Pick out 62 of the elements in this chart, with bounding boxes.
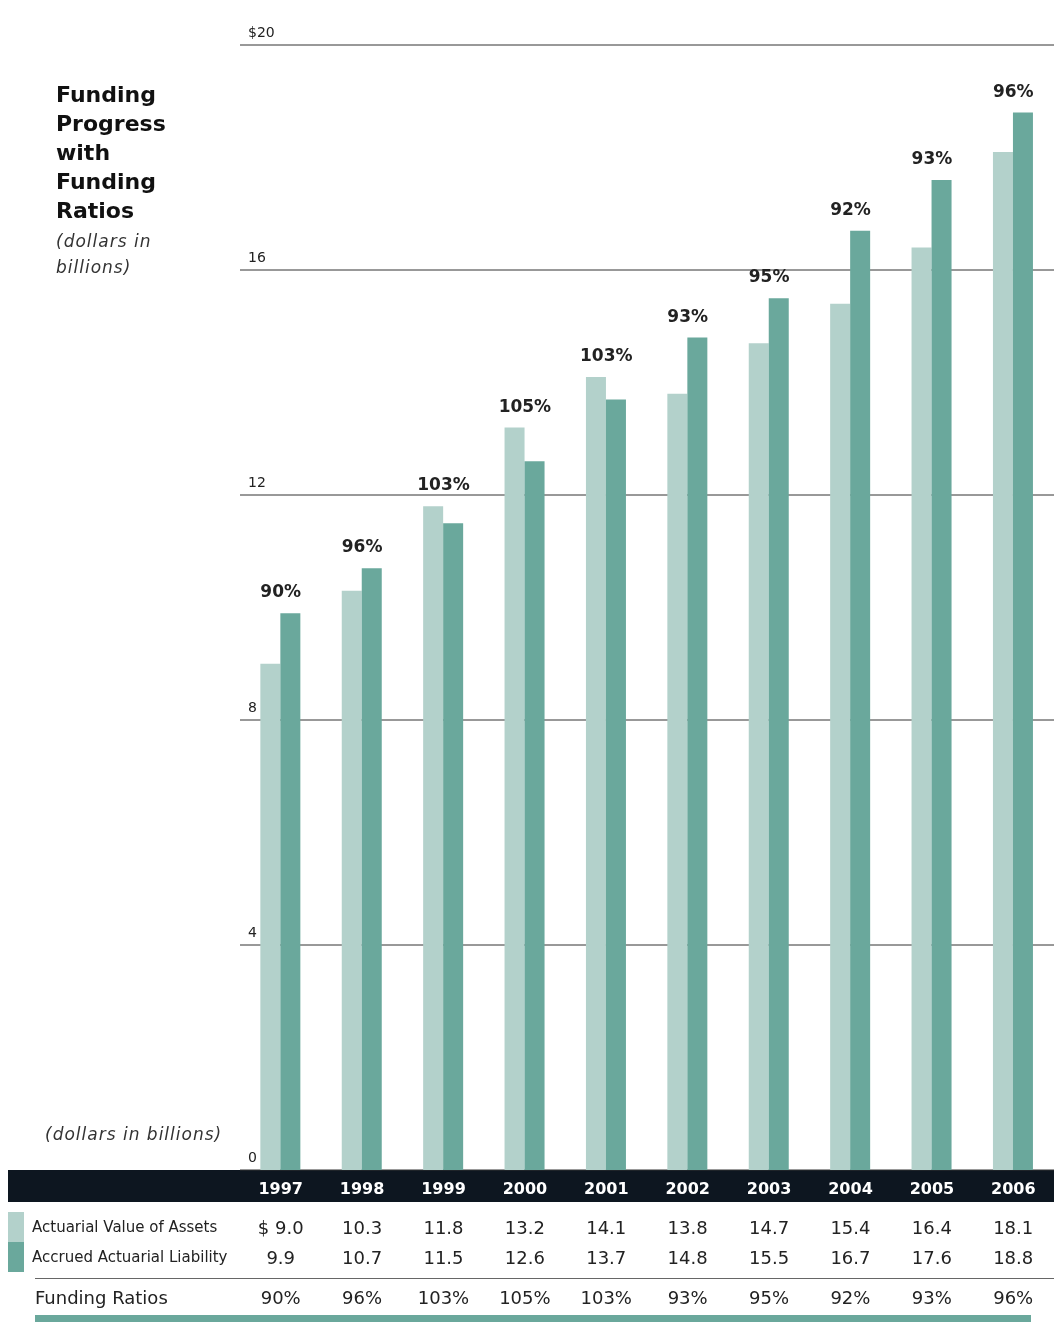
- data-label: 15.4: [829, 1216, 872, 1238]
- text: 92%: [829, 1286, 872, 1308]
- x-tick-label: 2006: [991, 1179, 1036, 1198]
- text: 90%: [259, 1286, 302, 1308]
- annotation: 92%: [830, 198, 871, 219]
- text: 105%: [498, 1286, 552, 1308]
- data-label: 18.8: [992, 1246, 1035, 1268]
- x-tick-label: 2000: [502, 1179, 548, 1198]
- data-label: 17.6: [910, 1246, 953, 1268]
- text: 103%: [416, 1286, 471, 1308]
- data-label: 12.6: [503, 1246, 546, 1268]
- data-label: 10.3: [341, 1216, 384, 1238]
- data-label: 13.7: [585, 1246, 628, 1268]
- annotation: 95%: [748, 266, 790, 287]
- x-tick-label: 2001: [584, 1179, 629, 1198]
- y-tick-label: 12: [248, 474, 266, 490]
- text: 96%: [992, 1286, 1035, 1308]
- text: 95%: [748, 1286, 791, 1308]
- text: Funding Ratios: [34, 1286, 169, 1308]
- data-label: 16.7: [829, 1246, 872, 1268]
- data-label: 15.5: [748, 1246, 791, 1268]
- data-label: 9.9: [265, 1246, 296, 1268]
- annotation: 96%: [341, 536, 383, 557]
- data-label: 11.5: [422, 1246, 465, 1268]
- text: (dollars in billions): [45, 1124, 223, 1144]
- x-tick-label: 2004: [828, 1179, 873, 1198]
- annotation: 93%: [911, 148, 953, 168]
- annotation: 93%: [667, 305, 709, 326]
- x-tick-label: 2005: [909, 1179, 955, 1198]
- legend-label: Actuarial Value of Assets: [32, 1218, 218, 1236]
- data-label: 13.2: [503, 1216, 546, 1238]
- data-label: 14.1: [585, 1216, 628, 1238]
- data-label: 10.7: [341, 1246, 384, 1268]
- y-tick-label: 16: [248, 249, 266, 265]
- x-tick-label: 1999: [421, 1179, 466, 1198]
- annotation: 103%: [580, 344, 633, 365]
- y-tick-label: 0: [248, 1149, 257, 1165]
- legend-label: Accrued Actuarial Liability: [32, 1248, 228, 1266]
- text: 93%: [910, 1286, 953, 1308]
- x-tick-label: 1998: [339, 1179, 385, 1198]
- y-tick-label: 4: [248, 924, 257, 940]
- data-label: 14.7: [748, 1216, 791, 1238]
- annotation: 103%: [417, 474, 470, 495]
- y-tick-label: $20: [248, 24, 275, 40]
- data-label: $ 9.0: [256, 1216, 305, 1238]
- text: (dollars in billions): [56, 230, 153, 279]
- text: 93%: [666, 1286, 709, 1308]
- data-label: 11.8: [422, 1216, 465, 1238]
- data-label: 18.1: [992, 1216, 1035, 1238]
- x-tick-label: 2002: [665, 1179, 710, 1198]
- data-label: 14.8: [666, 1246, 709, 1268]
- text: 96%: [341, 1286, 384, 1308]
- data-label: 16.4: [910, 1216, 953, 1238]
- text: 103%: [579, 1286, 633, 1308]
- data-label: 13.8: [666, 1216, 709, 1238]
- text: Funding Progress with Funding Ratios: [56, 81, 167, 225]
- x-tick-label: 1997: [258, 1179, 303, 1198]
- annotation: 96%: [992, 80, 1034, 101]
- annotation: 105%: [498, 395, 552, 416]
- annotation: 90%: [260, 581, 302, 602]
- y-tick-label: 8: [248, 699, 257, 715]
- x-tick-label: 2003: [746, 1179, 792, 1198]
